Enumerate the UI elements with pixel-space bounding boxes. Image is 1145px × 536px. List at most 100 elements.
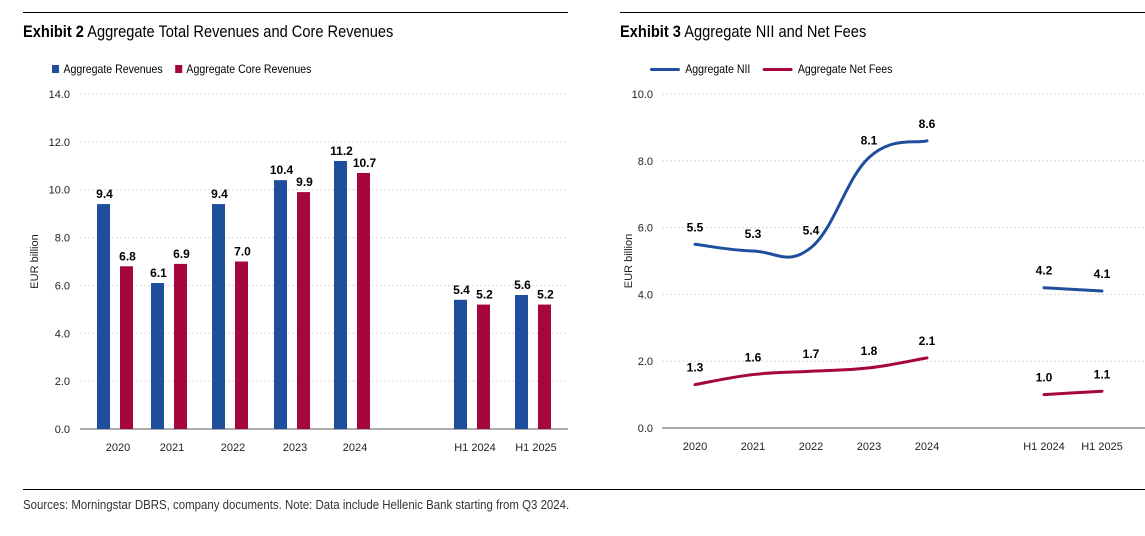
exhibit3-title: Exhibit 3 Aggregate NII and Net Fees	[620, 22, 866, 42]
x-tick-label: 2021	[741, 441, 765, 453]
y-axis-label: EUR billion	[29, 234, 41, 288]
data-label-net-fees: 2.1	[919, 334, 936, 348]
x-tick-label: 2020	[106, 442, 130, 454]
exhibit2-title: Exhibit 2 Aggregate Total Revenues and C…	[23, 22, 393, 42]
x-tick-label: H1 2025	[515, 442, 557, 454]
x-tick-label: H1 2024	[454, 442, 496, 454]
x-tick-label: 2022	[799, 441, 823, 453]
legend-swatch-aggregate-core-revenues	[174, 65, 183, 73]
x-tick-label: 2024	[343, 442, 367, 454]
data-label-revenues: 9.4	[211, 187, 228, 201]
y-tick-label: 4.0	[55, 328, 70, 340]
x-tick-label: 2022	[221, 442, 245, 454]
legend-label-aggregate-nii: Aggregate NII	[685, 62, 751, 76]
data-label-core-revenues: 5.2	[537, 288, 554, 302]
legend-label-aggregate-revenues: Aggregate Revenues	[63, 62, 163, 76]
data-label-net-fees: 1.7	[803, 347, 820, 361]
exhibit2-legend: Aggregate Revenues Aggregate Core Revenu…	[52, 62, 324, 76]
data-label-nii: 4.2	[1036, 264, 1053, 278]
exhibit3-title-text: Aggregate NII and Net Fees	[684, 22, 867, 41]
legend-item-aggregate-revenues: Aggregate Revenues	[52, 62, 163, 76]
legend-label-aggregate-core-revenues: Aggregate Core Revenues	[186, 62, 312, 76]
y-tick-label: 0.0	[638, 423, 653, 435]
bar-core-revenues	[174, 263, 187, 429]
x-tick-label: H1 2024	[1023, 441, 1065, 453]
y-axis-label: EUR billion	[623, 234, 635, 288]
exhibit3-line-chart: 0.0 2.0 4.0 6.0 8.0 10.0 EUR billion 2020 2021 20…	[623, 89, 1145, 453]
x-tick-label: 2021	[160, 442, 184, 454]
data-label-revenues: 6.1	[150, 266, 167, 280]
data-label-revenues: 5.4	[453, 283, 470, 297]
y-tick-label: 2.0	[55, 376, 70, 388]
data-label-nii: 5.3	[745, 227, 762, 241]
bar-revenues	[454, 299, 467, 429]
data-label-core-revenues: 10.7	[353, 156, 377, 170]
source-note: Sources: Morningstar DBRS, company docum…	[23, 497, 570, 512]
bar-core-revenues	[477, 304, 490, 429]
legend-label-aggregate-net-fees: Aggregate Net Fees	[797, 62, 893, 76]
y-tick-label: 10.0	[49, 185, 70, 197]
data-label-nii: 4.1	[1094, 267, 1111, 281]
y-tick-label: 14.0	[49, 89, 70, 101]
bar-core-revenues	[538, 304, 551, 429]
data-label-nii: 8.6	[919, 117, 936, 131]
x-tick-label: 2023	[283, 442, 307, 454]
exhibit2-bar-chart: 0.0 2.0 4.0 6.0 8.0 10.0 12.0 14.0 EUR billion 20…	[29, 89, 568, 454]
exhibit3-label: Exhibit 3	[620, 22, 681, 41]
bar-core-revenues	[297, 192, 310, 429]
series-line-net-fees-h1	[1042, 389, 1104, 397]
data-label-net-fees: 1.3	[687, 361, 704, 375]
series-line-nii-annual	[693, 139, 929, 259]
left-top-rule	[23, 12, 568, 13]
bar-revenues	[515, 295, 528, 429]
data-label-core-revenues: 7.0	[234, 245, 251, 259]
bar-revenues	[97, 204, 110, 429]
y-tick-label: 2.0	[638, 356, 653, 368]
y-tick-label: 10.0	[632, 89, 653, 101]
y-tick-label: 6.0	[638, 223, 653, 235]
exhibit2-label: Exhibit 2	[23, 22, 84, 41]
data-label-nii: 5.4	[803, 224, 820, 238]
data-label-core-revenues: 5.2	[476, 288, 493, 302]
data-label-core-revenues: 6.8	[119, 249, 136, 263]
data-label-nii: 5.5	[687, 220, 704, 234]
data-label-net-fees: 1.0	[1036, 371, 1053, 385]
exhibit2-title-text: Aggregate Total Revenues and Core Revenu…	[87, 22, 394, 41]
series-line-net-fees-annual	[693, 356, 929, 387]
legend-swatch-aggregate-revenues	[52, 65, 60, 73]
bottom-rule	[23, 489, 1145, 490]
x-tick-label: 2020	[683, 441, 707, 453]
x-tick-label: 2023	[857, 441, 881, 453]
bar-revenues	[151, 283, 164, 429]
data-label-net-fees: 1.1	[1094, 367, 1111, 381]
legend-swatch-aggregate-net-fees	[762, 67, 793, 71]
x-tick-label: 2024	[915, 441, 939, 453]
y-tick-label: 12.0	[49, 137, 70, 149]
y-tick-label: 6.0	[55, 280, 70, 292]
data-label-revenues: 5.6	[514, 278, 531, 292]
bar-core-revenues	[120, 266, 133, 429]
series-line-nii-h1	[1042, 286, 1104, 293]
legend-swatch-aggregate-nii	[650, 67, 680, 71]
data-label-nii: 8.1	[861, 133, 878, 147]
x-tick-label: H1 2025	[1081, 441, 1123, 453]
data-label-revenues: 9.4	[96, 187, 113, 201]
bar-core-revenues	[235, 261, 248, 429]
legend-item-aggregate-core-revenues: Aggregate Core Revenues	[174, 62, 312, 76]
data-label-core-revenues: 9.9	[296, 175, 313, 189]
data-label-core-revenues: 6.9	[173, 247, 190, 261]
right-top-rule	[620, 12, 1145, 13]
y-tick-label: 0.0	[55, 424, 70, 436]
legend-item-aggregate-nii: Aggregate NII	[650, 62, 750, 76]
y-tick-label: 8.0	[55, 233, 70, 245]
legend-item-aggregate-net-fees: Aggregate Net Fees	[762, 62, 893, 76]
data-label-revenues: 11.2	[330, 144, 353, 158]
bar-revenues	[334, 161, 347, 429]
exhibit3-legend: Aggregate NII Aggregate Net Fees	[650, 62, 905, 76]
bar-core-revenues	[357, 172, 370, 429]
data-label-net-fees: 1.8	[861, 344, 878, 358]
data-label-revenues: 10.4	[270, 163, 294, 177]
bar-revenues	[212, 204, 225, 429]
data-label-net-fees: 1.6	[745, 351, 762, 365]
bar-revenues	[274, 180, 287, 429]
